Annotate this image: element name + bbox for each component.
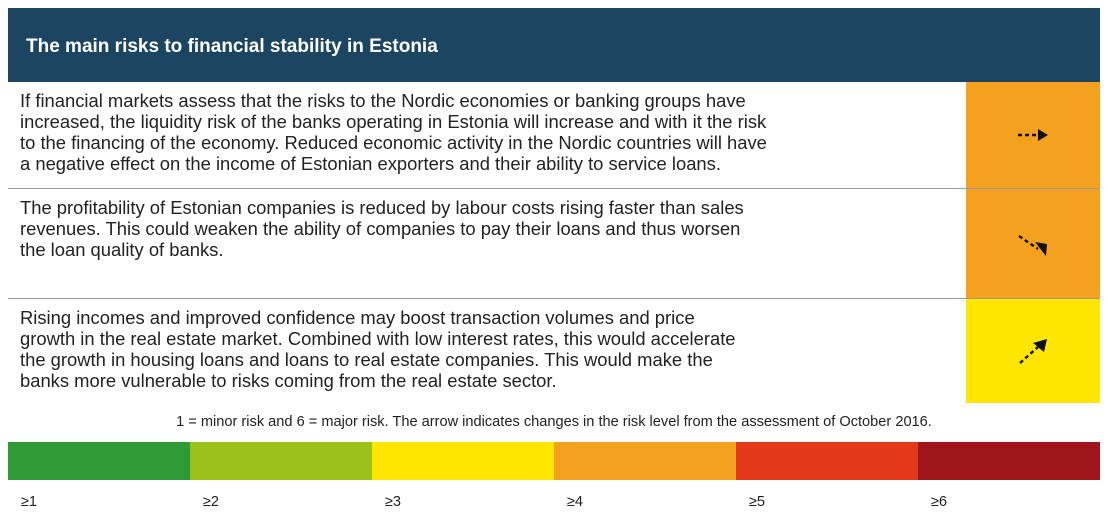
scale-label: ≥4 bbox=[566, 494, 584, 510]
scale-segment bbox=[190, 442, 372, 480]
scale-segment bbox=[554, 442, 736, 480]
text-line: growth in the real estate market. Combin… bbox=[20, 328, 736, 349]
scale-label: ≥2 bbox=[202, 494, 220, 510]
text-line: The profitability of Estonian companies … bbox=[20, 197, 744, 218]
title: The main risks to financial stability in… bbox=[26, 36, 438, 57]
risk-row: The profitability of Estonian companies … bbox=[8, 189, 1100, 299]
scale-label: ≥5 bbox=[748, 494, 766, 510]
text-line: If financial markets assess that the ris… bbox=[20, 90, 746, 111]
arrow-right bbox=[1018, 129, 1048, 141]
arrow-down-right bbox=[1018, 234, 1047, 256]
scale-label: ≥6 bbox=[930, 494, 948, 510]
scale-segment bbox=[736, 442, 918, 480]
risk-level bbox=[966, 82, 1100, 188]
risk-text: If financial markets assess that the ris… bbox=[20, 90, 767, 174]
text-line: revenues. This could weaken the ability … bbox=[20, 218, 741, 239]
text-line: Rising incomes and improved confidence m… bbox=[20, 307, 695, 328]
risk-text: The profitability of Estonian companies … bbox=[20, 197, 744, 260]
risk-text: Rising incomes and improved confidence m… bbox=[20, 307, 736, 391]
text-line: the growth in housing loans and loans to… bbox=[20, 349, 713, 370]
note: 1 = minor risk and 6 = major risk. The a… bbox=[176, 414, 932, 430]
text-line: the loan quality of banks. bbox=[20, 239, 224, 260]
risk-level bbox=[966, 299, 1100, 403]
header bbox=[8, 8, 1100, 82]
arrow-up-right bbox=[1019, 339, 1047, 364]
scale-label: ≥3 bbox=[384, 494, 402, 510]
risk-row: If financial markets assess that the ris… bbox=[8, 82, 1100, 189]
text-line: banks more vulnerable to risks coming fr… bbox=[20, 370, 557, 391]
risk-level bbox=[966, 189, 1100, 298]
scale-segment bbox=[918, 442, 1100, 480]
scale-segment bbox=[372, 442, 554, 480]
text-line: a negative effect on the income of Eston… bbox=[20, 153, 721, 174]
risk-row: Rising incomes and improved confidence m… bbox=[8, 299, 1100, 403]
text-line: increased, the liquidity risk of the ban… bbox=[20, 111, 767, 132]
scale-segment bbox=[8, 442, 190, 480]
scale-label: ≥1 bbox=[20, 494, 38, 510]
text-line: to the financing of the economy. Reduced… bbox=[20, 132, 767, 153]
